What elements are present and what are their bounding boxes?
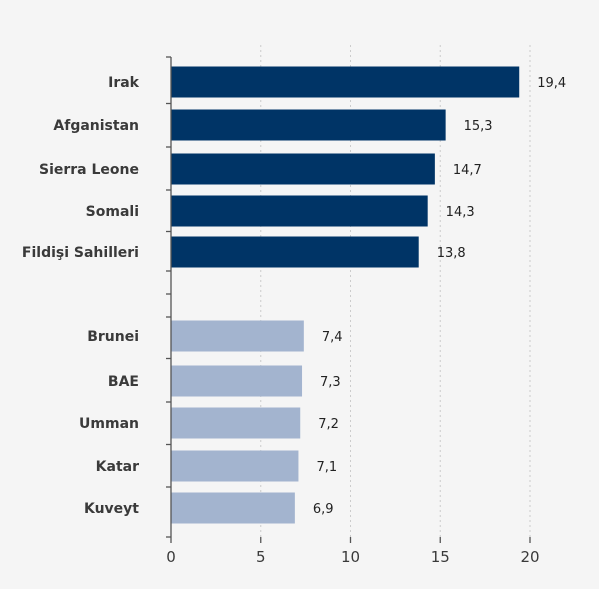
value-label-2: 14,7 — [453, 163, 482, 178]
category-label-0: Irak — [108, 75, 140, 91]
value-label-9: 6,9 — [313, 502, 334, 517]
x-tick-label-15: 15 — [431, 548, 450, 566]
bar-4 — [171, 236, 419, 268]
axis-layer — [166, 56, 531, 543]
bar-8 — [171, 450, 299, 482]
bar-2 — [171, 153, 435, 185]
category-label-7: Umman — [79, 416, 139, 432]
label-layer: 19,4 Irak 15,3 Afganistan 14,7 Sierra Leone 14… — [22, 75, 566, 566]
bar-0 — [171, 66, 520, 98]
bar-1 — [171, 109, 446, 141]
category-label-1: Afganistan — [53, 118, 139, 134]
bar-3 — [171, 195, 428, 227]
category-label-5: Brunei — [87, 329, 139, 345]
category-label-2: Sierra Leone — [39, 162, 139, 178]
category-label-4: Fildişi Sahilleri — [22, 245, 139, 261]
x-tick-label-0: 0 — [166, 548, 176, 566]
bar-6 — [171, 365, 303, 397]
bar-layer — [171, 66, 520, 524]
bar-5 — [171, 320, 304, 352]
category-label-9: Kuveyt — [84, 501, 139, 517]
value-label-6: 7,3 — [320, 375, 341, 390]
value-label-1: 15,3 — [464, 119, 493, 134]
x-tick-label-5: 5 — [256, 548, 266, 566]
bar-7 — [171, 407, 301, 439]
x-tick-label-10: 10 — [341, 548, 360, 566]
x-tick-label-20: 20 — [520, 548, 539, 566]
value-label-4: 13,8 — [437, 246, 466, 261]
value-label-3: 14,3 — [446, 205, 475, 220]
value-label-8: 7,1 — [316, 460, 337, 475]
category-label-3: Somali — [86, 204, 139, 220]
value-label-5: 7,4 — [322, 330, 343, 345]
category-label-8: Katar — [96, 459, 139, 475]
value-label-7: 7,2 — [318, 417, 339, 432]
category-label-6: BAE — [108, 374, 139, 390]
value-label-0: 19,4 — [537, 76, 566, 91]
bar-9 — [171, 492, 295, 524]
